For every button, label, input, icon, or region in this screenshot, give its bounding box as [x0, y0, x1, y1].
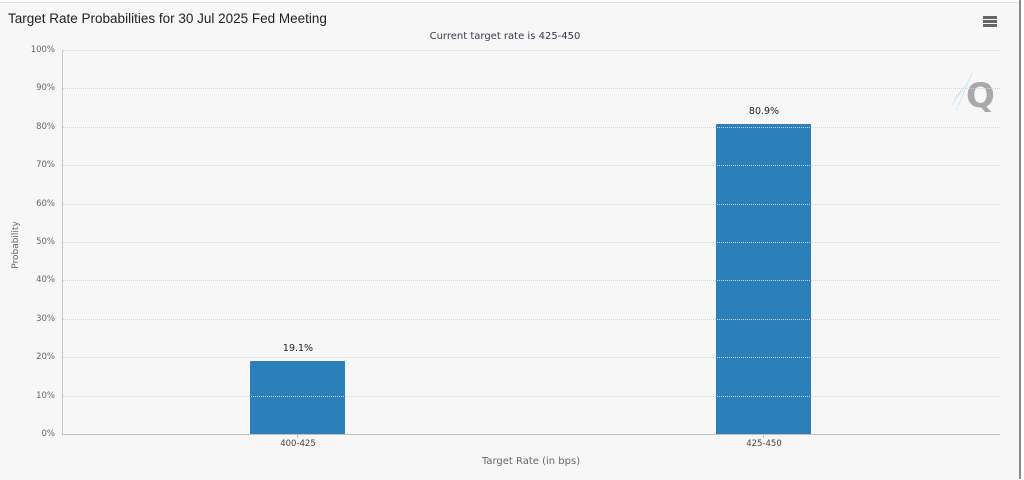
x-axis-line	[62, 434, 1000, 435]
gridline	[63, 242, 1000, 243]
gridline	[63, 50, 1000, 51]
hamburger-menu-icon[interactable]	[983, 16, 997, 28]
gridline	[63, 395, 1000, 397]
x-tickmark	[297, 434, 298, 438]
window-edge	[1019, 0, 1024, 479]
x-axis-label: Target Rate (in bps)	[481, 456, 581, 467]
gridline	[63, 318, 1000, 320]
x-tick-label: 400-425	[280, 439, 316, 449]
y-axis-line	[62, 50, 63, 435]
bar-425-450[interactable]	[716, 124, 811, 434]
bar-400-425[interactable]	[250, 361, 345, 434]
bar-label-425-450: 80.9%	[748, 106, 780, 117]
y-tick-label: 50%	[36, 237, 55, 247]
y-tick-label: 90%	[36, 83, 55, 94]
y-tick-label: 100%	[30, 45, 55, 55]
y-tick-label: 70%	[36, 160, 55, 171]
gridline	[63, 88, 1000, 90]
y-tick-label: 0%	[41, 429, 56, 439]
y-tick-label: 80%	[36, 121, 55, 132]
gridline	[63, 165, 1000, 167]
x-tick-label: 425-450	[746, 439, 782, 449]
chart-title: Target Rate Probabilities for 30 Jul 202…	[8, 11, 327, 26]
quikstrike-q-logo-icon: Q	[952, 72, 995, 116]
y-tick-label: 40%	[36, 275, 55, 286]
svg-text:Q: Q	[966, 76, 995, 116]
gridline	[63, 280, 1000, 282]
y-tick-label: 30%	[36, 313, 55, 324]
y-tick-label: 20%	[36, 352, 55, 363]
bar-label-400-425: 19.1%	[282, 343, 314, 354]
gridline	[63, 126, 1000, 128]
y-tick-label: 60%	[36, 198, 55, 209]
gridline	[63, 357, 1000, 359]
y-tick-label: 10%	[36, 390, 55, 401]
gridline	[63, 203, 1000, 205]
x-tickmark	[763, 434, 764, 438]
chart-subtitle: Current target rate is 425-450	[429, 31, 581, 42]
